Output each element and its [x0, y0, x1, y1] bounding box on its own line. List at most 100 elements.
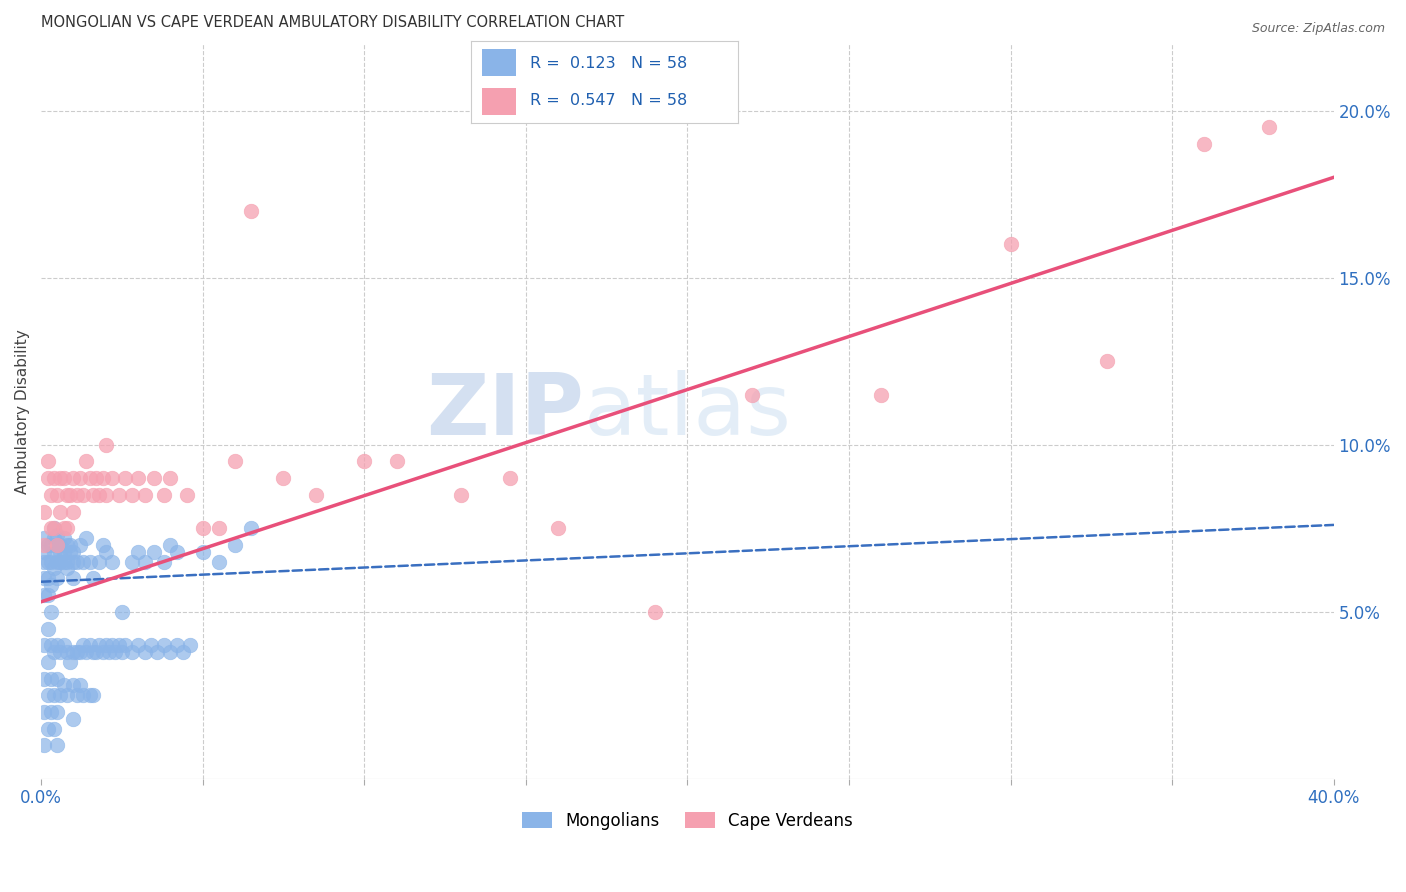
Point: [39, 605, 62, 619]
Point: [166, 544, 188, 558]
Point: [39, 555, 62, 569]
Point: [49, 471, 72, 485]
Point: [39, 638, 62, 652]
Point: [179, 638, 201, 652]
Point: [62, 544, 84, 558]
Point: [79, 471, 101, 485]
Point: [224, 454, 246, 468]
Point: [79, 555, 101, 569]
Point: [42, 531, 65, 545]
Point: [42, 689, 65, 703]
Legend: Mongolians, Cape Verdeans: Mongolians, Cape Verdeans: [516, 805, 859, 837]
Point: [34, 544, 56, 558]
Point: [191, 521, 214, 535]
Point: [34, 672, 56, 686]
Point: [56, 538, 79, 552]
Point: [89, 638, 111, 652]
Point: [37, 555, 59, 569]
Point: [134, 488, 156, 502]
Point: [42, 645, 65, 659]
Bar: [482, 49, 516, 77]
Point: [1194, 136, 1216, 151]
Point: [62, 645, 84, 659]
Point: [42, 521, 65, 535]
Text: R =  0.123   N = 58: R = 0.123 N = 58: [530, 55, 688, 70]
Point: [39, 705, 62, 719]
Point: [66, 645, 89, 659]
Point: [159, 538, 181, 552]
Point: [134, 645, 156, 659]
Point: [46, 739, 69, 753]
Point: [42, 521, 65, 535]
Point: [46, 538, 69, 552]
Point: [34, 588, 56, 602]
Point: [208, 521, 231, 535]
Point: [42, 544, 65, 558]
Point: [72, 555, 94, 569]
Point: [72, 488, 94, 502]
Point: [127, 471, 149, 485]
Point: [101, 638, 124, 652]
Point: [37, 622, 59, 636]
Point: [37, 538, 59, 552]
Point: [94, 438, 117, 452]
Point: [46, 705, 69, 719]
Point: [82, 488, 104, 502]
Point: [191, 544, 214, 558]
Point: [37, 454, 59, 468]
Point: [72, 638, 94, 652]
Point: [37, 571, 59, 585]
Bar: [482, 87, 516, 115]
Point: [72, 689, 94, 703]
Point: [84, 645, 107, 659]
Point: [46, 638, 69, 652]
Point: [121, 645, 143, 659]
Point: [49, 645, 72, 659]
Text: atlas: atlas: [583, 370, 792, 453]
Point: [46, 555, 69, 569]
Text: MONGOLIAN VS CAPE VERDEAN AMBULATORY DISABILITY CORRELATION CHART: MONGOLIAN VS CAPE VERDEAN AMBULATORY DIS…: [41, 15, 624, 30]
Point: [101, 555, 124, 569]
Point: [385, 454, 408, 468]
Point: [82, 571, 104, 585]
Point: [1258, 120, 1281, 135]
Point: [153, 555, 176, 569]
Point: [59, 538, 82, 552]
Point: [159, 471, 181, 485]
Point: [52, 521, 75, 535]
Point: [39, 578, 62, 592]
Point: [37, 655, 59, 669]
Point: [127, 638, 149, 652]
Point: [66, 488, 89, 502]
Point: [82, 689, 104, 703]
Point: [46, 538, 69, 552]
Point: [56, 521, 79, 535]
Point: [153, 638, 176, 652]
Point: [94, 544, 117, 558]
Point: [42, 471, 65, 485]
Point: [56, 645, 79, 659]
Point: [49, 538, 72, 552]
Point: [46, 672, 69, 686]
Point: [84, 471, 107, 485]
Point: [62, 712, 84, 726]
Point: [56, 561, 79, 575]
Point: [69, 645, 91, 659]
Point: [224, 538, 246, 552]
Point: [114, 638, 136, 652]
Text: ZIP: ZIP: [426, 370, 583, 453]
Point: [79, 638, 101, 652]
Point: [34, 531, 56, 545]
Point: [34, 538, 56, 552]
Point: [37, 689, 59, 703]
Point: [37, 588, 59, 602]
Point: [56, 689, 79, 703]
Point: [305, 488, 328, 502]
Point: [52, 471, 75, 485]
Point: [34, 739, 56, 753]
Point: [146, 645, 169, 659]
Point: [91, 538, 114, 552]
Point: [49, 689, 72, 703]
Point: [49, 504, 72, 518]
Point: [34, 638, 56, 652]
